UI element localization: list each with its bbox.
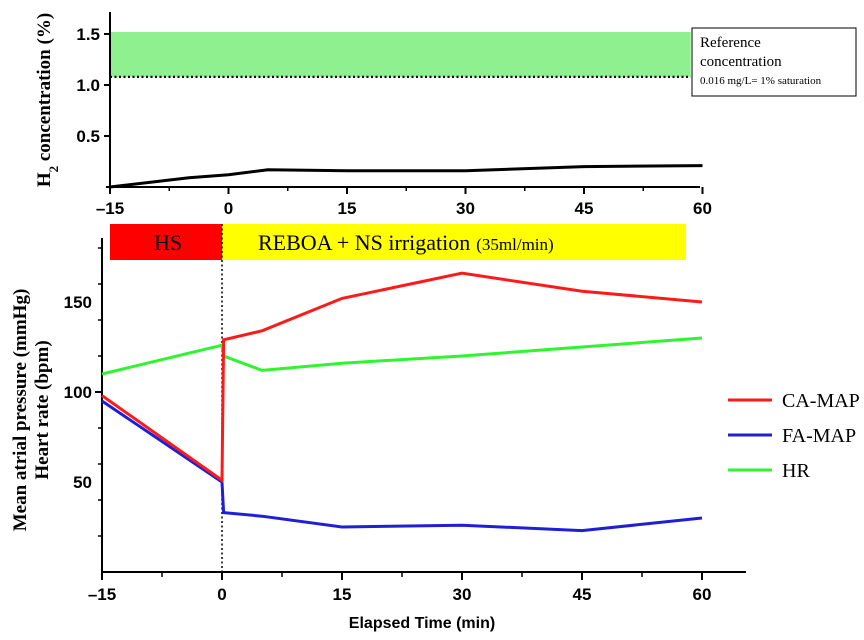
pressure-x-tick-label: 60 [693,585,712,604]
h2-x-tick-label: 0 [224,199,233,218]
pressure-y-tick-label: 50 [73,473,92,492]
reference-label-box [691,27,857,97]
series-line-h2 [109,164,703,189]
h2-x-tick-label: 45 [575,199,594,218]
pressure-y-ticks: 50 100 150 [64,247,102,537]
h2-panel: Reference concentration 0.016 mg/L= 1% s… [34,12,857,218]
h2-x-tick-label: –15 [96,199,124,218]
h2-y-ticks: 0.5 1.0 1.5 [76,25,110,146]
pressure-x-tick-label: –15 [88,585,116,604]
legend-label-ca-map: CA-MAP [782,390,860,412]
pressure-x-tick-label: 15 [333,585,352,604]
pressure-x-tick-label: 30 [453,585,472,604]
series-line-hr [101,336,703,376]
pressure-panel: HS REBOA + NS irrigation (35ml/min) 50 100… [10,224,860,632]
h2-y-axis-title: H2 concentration (%) [34,13,61,187]
phase-bar-hs [110,224,222,260]
legend: CA-MAP FA-MAP HR [728,390,860,482]
pressure-x-tick-label: 45 [573,585,592,604]
series-line-fa-map [101,399,703,533]
series-line-ca-map [101,271,703,484]
pressure-y-axis-title: Mean atrial pressure (mmHg) [10,289,31,532]
h2-x-ticks: –15 0 15 30 45 60 [96,187,712,218]
reference-label-line2: concentration [700,54,782,70]
pressure-y-tick-label: 150 [64,293,92,312]
reference-band [111,31,691,77]
reference-label-line3: 0.016 mg/L= 1% saturation [700,75,822,87]
h2-x-tick-label: 30 [456,199,475,218]
h2-y-tick-label: 0.5 [76,127,100,146]
phase-label-reboa: REBOA + NS irrigation (35ml/min) [258,230,554,255]
h2-y-tick-label: 1.0 [76,76,100,95]
h2-x-tick-label: 60 [693,199,712,218]
pressure-x-ticks: –15 0 15 30 45 60 [88,572,712,604]
heart-rate-y-axis-title: Heart rate (bpm) [32,340,53,479]
phase-label-hs: HS [154,230,182,255]
legend-label-hr: HR [782,460,810,482]
phase-bar-reboa [222,224,686,260]
x-axis-title: Elapsed Time (min) [349,615,495,632]
pressure-x-tick-label: 0 [217,585,226,604]
h2-y-tick-label: 1.5 [76,25,100,44]
legend-label-fa-map: FA-MAP [782,425,856,447]
reference-label-line1: Reference [700,35,761,51]
pressure-y-tick-label: 100 [64,383,92,402]
h2-x-tick-label: 15 [338,199,357,218]
